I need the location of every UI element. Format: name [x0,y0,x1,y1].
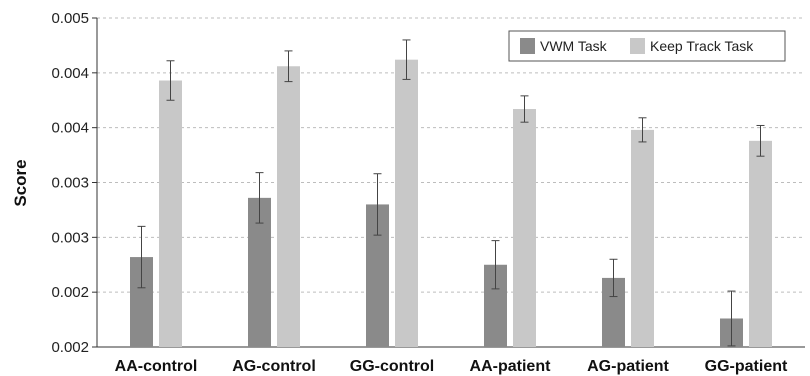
bar-vwm [366,204,389,347]
bar-keep-track [513,109,536,347]
legend-swatch-vwm [520,38,535,54]
bar-keep-track [631,129,654,347]
y-tick-label: 0.003 [51,175,89,192]
bar-vwm [248,197,271,347]
bar-vwm [484,264,507,347]
y-tick-label: 0.003 [51,229,89,246]
bar-vwm [130,257,153,347]
legend-swatch-keep-track [630,38,645,54]
legend-label: VWM Task [540,38,608,54]
y-tick-label: 0.005 [51,10,89,27]
bars [130,59,772,348]
category-label: AG-control [232,358,316,375]
error-bars [137,39,765,347]
y-tick-label: 0.004 [51,120,89,137]
legend: VWM Task Keep Track Task [508,30,786,62]
legend-box [508,30,786,62]
category-label: AA-control [115,358,198,375]
grid-lines [97,17,805,348]
category-label: GG-patient [705,358,788,375]
y-axis-title: Score [11,159,30,206]
y-axis: 0.002 0.002 0.003 0.003 0.004 0.004 0.005 [51,10,805,356]
category-label: AA-patient [470,358,552,375]
y-tick-label: 0.002 [51,339,89,356]
bar-keep-track [277,66,300,348]
bar-keep-track [159,80,182,347]
bar-keep-track [749,140,772,347]
category-labels: AA-control AG-control GG-control AA-patient… [115,358,788,375]
bar-vwm [602,277,625,347]
category-label: GG-control [350,358,434,375]
y-tick-label: 0.002 [51,284,89,301]
category-label: AG-patient [587,358,669,375]
legend-label: Keep Track Task [650,38,754,54]
y-tick-label: 0.004 [51,65,89,82]
bar-keep-track [395,59,418,347]
